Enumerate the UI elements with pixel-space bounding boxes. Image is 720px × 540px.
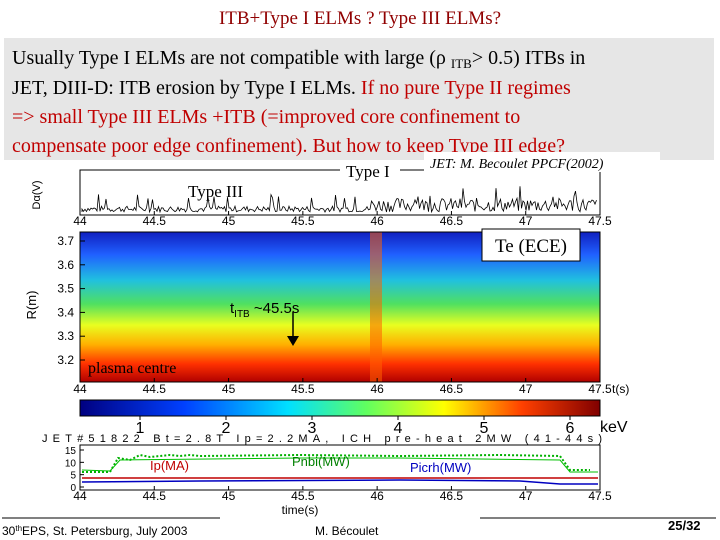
label-bg	[340, 161, 400, 181]
x-tick-label: 47.5	[588, 489, 612, 503]
axis-label: Dα(V)	[31, 181, 43, 210]
y-tick-label: 3.5	[57, 282, 74, 296]
x-tick-label: 47	[519, 214, 533, 228]
colorbar-unit: keV	[600, 419, 628, 436]
te-map-frame	[79, 231, 601, 383]
dalpha-trace	[81, 186, 597, 214]
y-tick-label: 15	[65, 446, 77, 457]
x-tick-label: 45.5	[291, 214, 315, 228]
annotation: Type I	[346, 162, 390, 181]
y-tick-label: 5	[70, 471, 76, 482]
slide-title: ITB+Type I ELMs ? Type III ELMs?	[219, 8, 501, 29]
axis-label: R(m)	[24, 291, 39, 320]
text: Usually Type I ELMs are not compatible w…	[12, 47, 451, 69]
subscript: ITB	[234, 309, 250, 320]
colorbar-tick-label: 2	[222, 420, 231, 437]
colorbar	[79, 399, 601, 417]
trace-label: Pnbi(MW)	[292, 454, 350, 469]
x-tick-label: 45	[222, 489, 236, 503]
x-tick-label: 46.5	[440, 214, 464, 228]
credit: JET: M. Becoulet PPCF(2002)	[430, 157, 604, 172]
x-tick-label: 46	[370, 382, 384, 396]
x-tick-label: 46	[370, 214, 384, 228]
y-tick-label: 3.6	[57, 258, 74, 272]
x-tick-label: 46.5	[440, 489, 464, 503]
x-tick-label: 44	[73, 382, 87, 396]
picrh-trace	[81, 479, 598, 485]
label-bg	[424, 152, 660, 172]
x-tick-label: 46.5	[440, 382, 464, 396]
y-tick-label: 3.3	[57, 329, 74, 343]
text: If no pure Type II regimes	[361, 77, 571, 99]
x-tick-label: 44	[73, 214, 87, 228]
text: JET, DIII-D: ITB erosion by Type I ELMs.	[12, 77, 361, 99]
x-tick-label: 44	[73, 489, 87, 503]
annotation: Te (ECE)	[495, 236, 567, 257]
y-tick-label: 10	[65, 458, 77, 469]
pnbi-trace	[82, 453, 590, 473]
annotation: plasma centre	[88, 360, 176, 377]
axis-label: t(s)	[612, 382, 629, 396]
x-tick-label: 44.5	[143, 489, 167, 503]
subscript: ITB	[451, 56, 472, 71]
footer-author: M. Bécoulet	[315, 524, 379, 538]
figure	[79, 169, 601, 491]
box-line: compensate poor edge confinement). But h…	[12, 135, 565, 157]
y-tick-label: 0	[70, 483, 76, 494]
colorbar-tick-label: 4	[394, 420, 403, 437]
x-tick-label: 46	[370, 489, 384, 503]
box-line: => small Type III ELMs +ITB (=improved c…	[12, 106, 520, 128]
text: > 0.5) ITBs in	[472, 47, 586, 69]
colorbar-tick-label: 6	[566, 420, 575, 437]
x-tick-label: 45.5	[291, 489, 315, 503]
text-box	[4, 38, 714, 160]
text: t	[230, 300, 235, 317]
page-number: 25/32	[668, 518, 701, 533]
x-tick-label: 44.5	[143, 382, 167, 396]
colorbar-tick-label: 3	[308, 420, 317, 437]
text: 30	[2, 524, 16, 538]
text: EPS, St. Petersburg, July 2003	[22, 524, 188, 538]
annotation: tITB ~45.5s	[230, 300, 299, 320]
colorbar-tick-label: 1	[136, 420, 145, 437]
x-tick-label: 47	[519, 489, 533, 503]
te-map-burst	[370, 232, 382, 382]
x-tick-label: 45	[222, 214, 236, 228]
arrow-head	[287, 336, 299, 346]
x-tick-label: 44.5	[143, 214, 167, 228]
axis-label: time(s)	[282, 503, 319, 517]
trace-label: Ip(MA)	[150, 458, 189, 473]
bottom-frame	[79, 444, 601, 491]
x-tick-label: 45.5	[291, 382, 315, 396]
box-line: JET, DIII-D: ITB erosion by Type I ELMs.…	[12, 77, 571, 99]
annotation: Type III	[188, 182, 243, 201]
x-tick-label: 47.5	[588, 382, 612, 396]
label-box	[481, 228, 581, 262]
x-tick-label: 47	[519, 382, 533, 396]
box-line: Usually Type I ELMs are not compatible w…	[12, 47, 585, 71]
pnbi-line	[81, 457, 598, 473]
y-tick-label: 3.4	[57, 305, 74, 319]
trace-label: Picrh(MW)	[410, 460, 471, 475]
footer-conf: 30thEPS, St. Petersburg, July 2003	[2, 524, 188, 538]
colorbar-tick-label: 5	[480, 420, 489, 437]
shot-info: JET#51822 Bt=2.8T Ip=2.2MA, ICH pre-heat…	[42, 433, 602, 445]
text: ~45.5s	[250, 300, 300, 317]
x-tick-label: 47.5	[588, 214, 612, 228]
y-tick-label: 3.2	[57, 353, 74, 367]
x-tick-label: 45	[222, 382, 236, 396]
superscript: th	[15, 524, 22, 533]
y-tick-label: 3.7	[57, 234, 74, 248]
